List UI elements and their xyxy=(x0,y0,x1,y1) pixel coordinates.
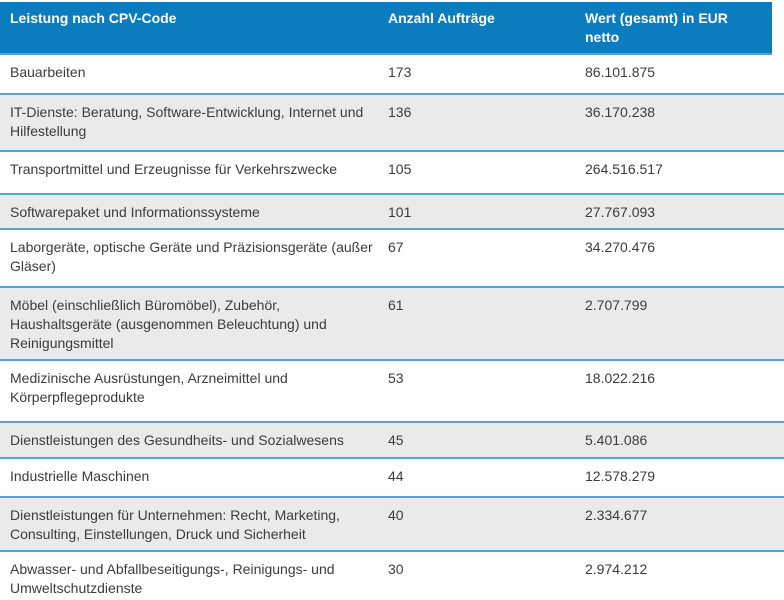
count-cell: 45 xyxy=(388,432,404,448)
table-row: Abwasser- und Abfallbeseitigungs-, Reini… xyxy=(0,552,784,600)
table-row: IT-Dienste: Beratung, Software-Entwicklu… xyxy=(0,95,784,152)
column-header-value: Wert (gesamt) in EUR netto xyxy=(585,10,728,45)
service-cell: Dienstleistungen für Unternehmen: Recht,… xyxy=(10,507,340,542)
value-cell: 5.401.086 xyxy=(585,432,648,448)
table-row: Industrielle Maschinen 44 12.578.279 xyxy=(0,459,784,498)
service-cell: Bauarbeiten xyxy=(10,64,86,80)
value-cell: 34.270.476 xyxy=(585,239,656,255)
service-cell: Dienstleistungen des Gesundheits- und So… xyxy=(10,432,344,448)
table-row: Medizinische Ausrüstungen, Arzneimittel … xyxy=(0,361,784,423)
service-cell: Laborgeräte, optische Geräte und Präzisi… xyxy=(10,239,373,274)
table-row: Dienstleistungen für Unternehmen: Recht,… xyxy=(0,498,784,552)
count-cell: 53 xyxy=(388,370,404,386)
service-cell: Medizinische Ausrüstungen, Arzneimittel … xyxy=(10,370,288,405)
value-cell: 2.334.677 xyxy=(585,507,648,523)
service-cell: Industrielle Maschinen xyxy=(10,468,150,484)
table-header-row: Leistung nach CPV-Code Anzahl Aufträge W… xyxy=(0,2,772,55)
service-cell: Abwasser- und Abfallbeseitigungs-, Reini… xyxy=(10,561,335,596)
service-cell: Transportmittel und Erzeugnisse für Verk… xyxy=(10,161,338,177)
count-cell: 101 xyxy=(388,204,412,220)
service-cell: Softwarepaket und Informationssysteme xyxy=(10,204,260,220)
column-header-service: Leistung nach CPV-Code xyxy=(10,10,177,26)
table-row: Laborgeräte, optische Geräte und Präzisi… xyxy=(0,230,784,288)
value-cell: 86.101.875 xyxy=(585,64,656,80)
value-cell: 27.767.093 xyxy=(585,204,656,220)
value-cell: 264.516.517 xyxy=(585,161,663,177)
table-body: Bauarbeiten 173 86.101.875 IT-Dienste: B… xyxy=(0,55,784,600)
value-cell: 36.170.238 xyxy=(585,104,656,120)
count-cell: 136 xyxy=(388,104,412,120)
count-cell: 67 xyxy=(388,239,404,255)
value-cell: 2.707.799 xyxy=(585,297,648,313)
value-cell: 12.578.279 xyxy=(585,468,656,484)
column-header-count: Anzahl Aufträge xyxy=(388,10,495,26)
count-cell: 40 xyxy=(388,507,404,523)
value-cell: 18.022.216 xyxy=(585,370,656,386)
table-row: Bauarbeiten 173 86.101.875 xyxy=(0,55,784,95)
count-cell: 173 xyxy=(388,64,412,80)
count-cell: 105 xyxy=(388,161,412,177)
count-cell: 30 xyxy=(388,561,404,577)
service-cell: Möbel (einschließlich Büromöbel), Zubehö… xyxy=(10,297,327,351)
table-row: Dienstleistungen des Gesundheits- und So… xyxy=(0,423,784,459)
value-cell: 2.974.212 xyxy=(585,561,648,577)
count-cell: 44 xyxy=(388,468,404,484)
count-cell: 61 xyxy=(388,297,404,313)
service-cell: IT-Dienste: Beratung, Software-Entwicklu… xyxy=(10,104,364,139)
table-row: Softwarepaket und Informationssysteme 10… xyxy=(0,195,784,230)
table-row: Möbel (einschließlich Büromöbel), Zubehö… xyxy=(0,288,784,361)
table-row: Transportmittel und Erzeugnisse für Verk… xyxy=(0,152,784,195)
